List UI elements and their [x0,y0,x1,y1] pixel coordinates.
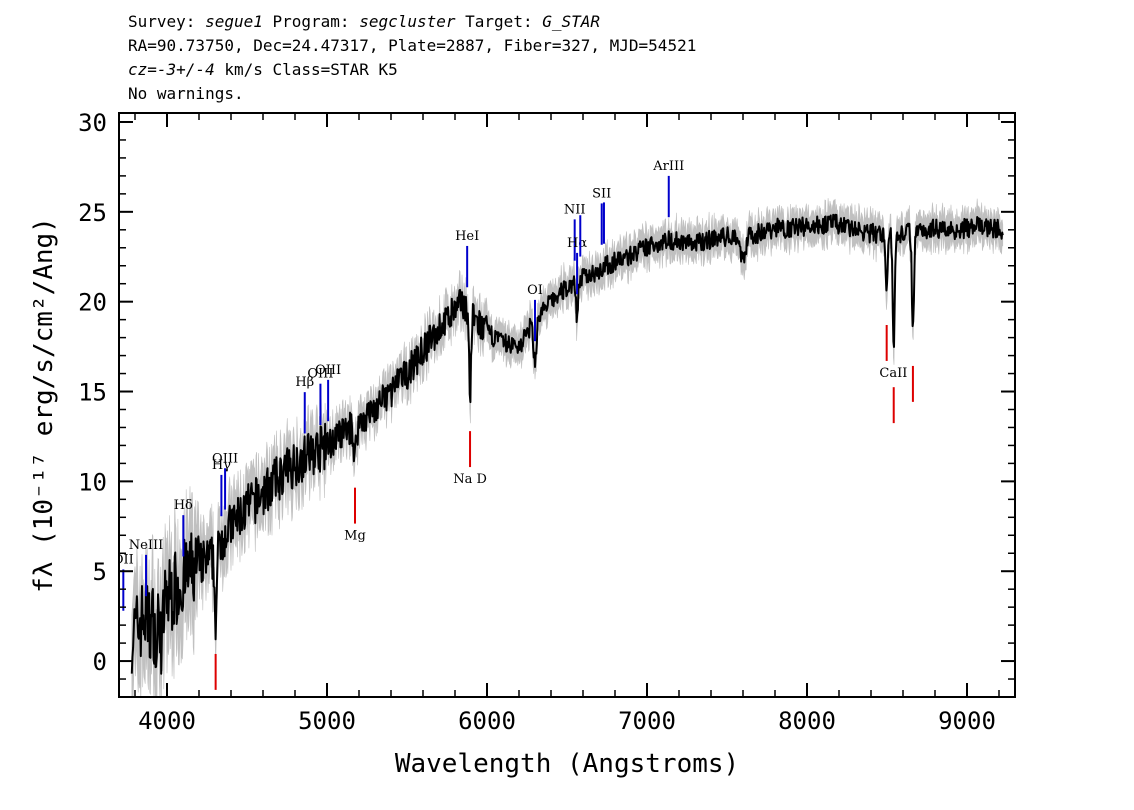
header-run: Program: [263,12,359,31]
header-run: segue1 [205,12,263,31]
emission-line-label: OIII [212,451,238,466]
flux-series [130,213,1004,675]
plot-area: OIINeIIIHδHγOIIIHβOIIIOIIIHeIOINIIHαSIIA… [113,159,1004,710]
header-run: segcluster [359,12,456,31]
error-envelope [131,198,1004,697]
header-run: cz=-3+/-4 [128,60,215,79]
x-tick-label: 9000 [938,707,996,735]
y-tick-label: 0 [93,648,107,676]
emission-line-label: NeIII [129,538,163,553]
absorption-line-label: Mg [344,529,366,544]
x-tick-label: 7000 [618,707,676,735]
emission-line-label: OII [113,552,134,567]
header-run: Target: [456,12,543,31]
x-tick-label: 4000 [138,707,196,735]
absorption-line-label: CaII [879,366,907,381]
absorption-line-label: G [210,695,220,710]
header-survey-line: Survey: segue1 Program: segcluster Targe… [128,12,600,31]
flux-line [130,213,1004,675]
emission-line-label: HeI [455,229,479,244]
y-axis-label: fλ (10⁻¹⁷ erg/s/cm²/Ang) [29,217,59,593]
x-tick-label: 8000 [778,707,836,735]
header-redshift-line: cz=-3+/-4 km/s Class=STAR K5 [128,60,398,79]
y-tick-label: 15 [78,379,107,407]
header-run: G_STAR [542,12,600,31]
absorption-line-label: Na D [453,472,487,487]
header-run: Survey: [128,12,205,31]
emission-line-label: NII [564,202,586,217]
error-band [131,198,1004,697]
y-tick-label: 25 [78,199,107,227]
emission-line-label: OIII [307,367,333,382]
y-tick-label: 5 [93,558,107,586]
emission-line-label: Hγ [212,458,231,473]
emission-line-label: SII [592,186,611,201]
spectral-line-markers: OIINeIIIHδHγOIIIHβOIIIOIIIHeIOINIIHαSIIA… [113,159,914,710]
header-coordinates-line: RA=90.73750, Dec=24.47317, Plate=2887, F… [128,36,696,55]
axis-ticks: 4000 5000 6000 7000 8000 9000 0 5 10 15 20 25 30 [78,109,1015,735]
plot-frame [118,112,1016,698]
x-tick-label: 5000 [298,707,356,735]
header-warnings-line: No warnings. [128,84,244,103]
emission-line-label: Hα [567,236,587,251]
emission-line-label: Hβ [295,375,314,390]
y-tick-label: 20 [78,289,107,317]
y-tick-label: 30 [78,109,107,137]
emission-line-label: OI [527,283,543,298]
y-tick-label: 10 [78,468,107,496]
emission-line-label: ArIII [652,159,684,174]
x-axis-label: Wavelength (Angstroms) [395,749,739,779]
header-run: km/s Class=STAR K5 [215,60,398,79]
emission-line-label: OIII [315,363,341,378]
spectrum-header: Survey: segue1 Program: segcluster Targe… [128,12,696,103]
x-tick-label: 6000 [458,707,516,735]
emission-line-label: Hδ [174,498,193,513]
